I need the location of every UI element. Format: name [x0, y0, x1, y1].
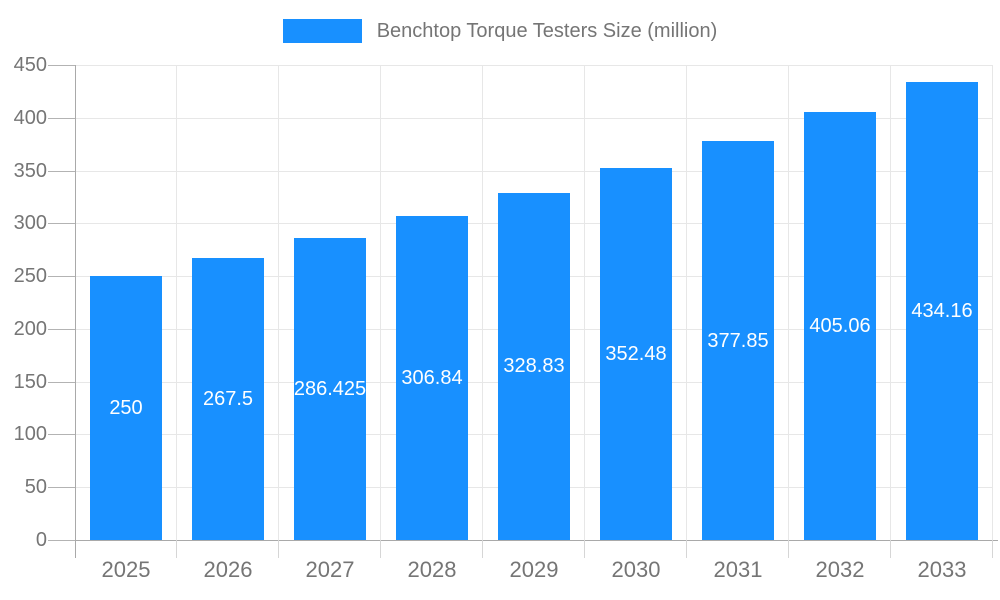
y-tick [48, 170, 75, 172]
bar-2027[interactable]: 286.425 [293, 237, 367, 540]
bar-2026[interactable]: 267.5 [192, 257, 264, 540]
legend[interactable]: Benchtop Torque Testers Size (million) [0, 19, 1000, 43]
gridline-vertical [482, 65, 483, 540]
x-tick [380, 540, 381, 558]
gridline-vertical [176, 65, 177, 540]
y-tick [48, 434, 75, 436]
y-tick [48, 381, 75, 383]
y-axis-line [75, 65, 76, 558]
x-tick-label: 2029 [509, 557, 559, 582]
y-tick-label: 100 [13, 423, 47, 446]
x-tick-label: 2028 [407, 557, 457, 582]
bar-2032[interactable]: 405.06 [804, 112, 876, 540]
x-tick [890, 540, 891, 558]
x-tick-label: 2032 [815, 557, 865, 582]
bar-value-label: 306.84 [401, 367, 463, 390]
x-axis-line [48, 540, 998, 541]
y-tick [48, 487, 75, 489]
bar-2030[interactable]: 352.48 [600, 167, 672, 540]
gridline-horizontal [75, 117, 993, 119]
bar-value-label: 286.425 [293, 377, 367, 400]
y-tick [48, 276, 75, 278]
x-tick-label: 2031 [713, 557, 763, 582]
y-tick [48, 328, 75, 330]
gridline-horizontal [75, 65, 993, 66]
bar-2031[interactable]: 377.85 [702, 141, 774, 540]
y-tick [48, 65, 75, 66]
x-tick [686, 540, 687, 558]
y-tick-label: 250 [13, 265, 47, 288]
x-tick [584, 540, 585, 558]
bar-value-label: 352.48 [605, 342, 667, 365]
y-tick-label: 50 [24, 476, 47, 499]
x-tick [482, 540, 483, 558]
gridline-vertical [890, 65, 891, 540]
gridline-vertical [278, 65, 279, 540]
gridline-vertical [686, 65, 687, 540]
y-tick-label: 200 [13, 317, 47, 340]
y-tick-label: 450 [13, 54, 47, 76]
y-tick-label: 150 [13, 370, 47, 393]
bar-value-label: 434.16 [911, 299, 973, 322]
y-tick [48, 540, 75, 541]
x-tick-label: 2033 [917, 557, 967, 582]
x-tick-label: 2027 [305, 557, 355, 582]
x-tick [176, 540, 177, 558]
x-tick [278, 540, 279, 558]
x-tick-label: 2030 [611, 557, 661, 582]
x-tick [992, 540, 993, 558]
bar-2025[interactable]: 250 [90, 276, 162, 540]
y-tick [48, 117, 75, 119]
gridline-vertical [380, 65, 381, 540]
y-tick-label: 0 [35, 529, 47, 551]
y-tick-label: 400 [13, 106, 47, 129]
gridline-vertical [992, 65, 993, 540]
y-tick-label: 300 [13, 212, 47, 235]
x-tick-label: 2025 [101, 557, 151, 582]
bar-2029[interactable]: 328.83 [498, 192, 570, 540]
bar-2028[interactable]: 306.84 [396, 216, 468, 540]
bar-value-label: 267.5 [202, 387, 254, 410]
gridline-vertical [788, 65, 789, 540]
bar-value-label: 377.85 [707, 329, 769, 352]
x-tick [788, 540, 789, 558]
bar-value-label: 250 [109, 397, 143, 420]
bar-value-label: 328.83 [503, 355, 565, 378]
plot-area: 250 267.5 286.425 306.84 328.83 352.48 377.85 4… [75, 65, 993, 540]
bar-2033[interactable]: 434.16 [906, 81, 978, 540]
legend-label: Benchtop Torque Testers Size (million) [376, 19, 718, 42]
x-tick-label: 2026 [203, 557, 253, 582]
legend-swatch-icon [282, 19, 362, 43]
y-tick-label: 350 [13, 159, 47, 182]
gridline-horizontal [75, 170, 993, 172]
gridline-vertical [584, 65, 585, 540]
bar-value-label: 405.06 [809, 315, 871, 338]
y-tick [48, 223, 75, 225]
